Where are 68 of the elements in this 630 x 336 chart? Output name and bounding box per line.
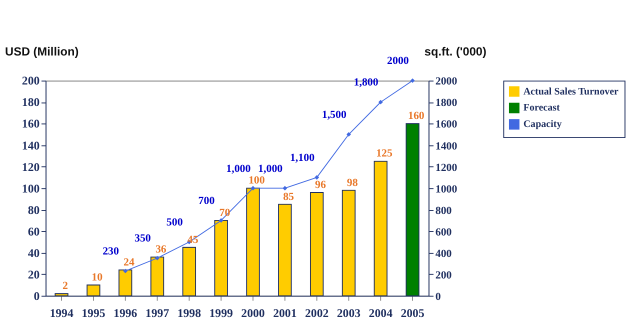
x-tick-label: 2003	[336, 306, 361, 320]
legend-label: Actual Sales Turnover	[523, 86, 620, 98]
y2-tick-label: 400	[435, 248, 452, 260]
point	[410, 78, 415, 83]
data-label: 100	[248, 174, 266, 187]
data-label: 1,500	[322, 108, 347, 121]
data-label: 85	[283, 190, 295, 203]
data-label: 2	[62, 280, 68, 292]
data-label: 24	[124, 256, 136, 268]
x-tick-label: 2002	[304, 306, 329, 320]
y-tick-label: 120	[22, 160, 40, 174]
data-label: 125	[376, 148, 394, 160]
y-tick-label: 20	[28, 267, 40, 282]
data-label: 230	[102, 246, 120, 258]
y2-tick-label: 1800	[435, 97, 458, 110]
point	[123, 268, 128, 274]
data-label: 36	[155, 243, 167, 256]
x-tick-label: 1997	[145, 306, 170, 320]
y2-tick-label: 200	[435, 269, 452, 282]
x-tick-label: 2001	[273, 306, 297, 320]
x-tick-label: 1994	[50, 306, 74, 320]
data-label: 1,100	[290, 152, 316, 164]
y2-tick-label: 800	[435, 204, 452, 217]
y2-tick-label: 0	[435, 290, 442, 303]
x-tick-label: 2005	[400, 306, 424, 320]
legend-label: Capacity	[523, 119, 562, 130]
data-label: 10	[92, 271, 104, 284]
x-tick-label: 1999	[209, 306, 234, 320]
y2-tick-label: 1200	[435, 162, 458, 174]
y-axis-title: USD (Million)	[5, 44, 79, 59]
legend-label: Forecast	[523, 102, 561, 114]
point	[378, 100, 383, 104]
data-label: 1,000	[258, 162, 284, 175]
y2-tick-label: 1000	[435, 183, 458, 196]
point	[250, 186, 256, 190]
point	[218, 218, 224, 223]
y2-tick-label: 1600	[435, 118, 458, 131]
data-label: 1,000	[226, 162, 252, 175]
x-tick-label: 1995	[82, 306, 106, 320]
point	[154, 256, 160, 260]
x-tick-label: 2004	[368, 306, 393, 320]
data-label: 1,800	[354, 76, 379, 89]
y-tick-label: 0	[34, 288, 40, 303]
y2-tick-label: 2000	[435, 76, 458, 88]
y-tick-label: 180	[22, 95, 40, 110]
x-tick-label: 2000	[241, 306, 265, 320]
data-label: 160	[408, 110, 425, 122]
data-label: 700	[198, 195, 216, 208]
y-tick-label: 40	[28, 246, 40, 260]
data-label: 500	[166, 216, 184, 229]
y-tick-label: 60	[28, 224, 40, 238]
y2-tick-label: 1400	[435, 140, 458, 152]
data-label: 98	[346, 176, 358, 189]
y-tick-label: 200	[22, 74, 40, 88]
y-tick-label: 140	[22, 138, 40, 152]
data-label: 2000	[387, 55, 410, 68]
data-label: 96	[315, 178, 326, 191]
point	[314, 175, 320, 180]
point	[282, 186, 288, 190]
data-label: 350	[134, 232, 152, 245]
y2-tick-label: 600	[435, 226, 452, 238]
x-tick-label: 1996	[114, 306, 138, 320]
y-tick-label: 160	[22, 116, 40, 131]
y-tick-label: 100	[22, 181, 40, 196]
point	[346, 132, 352, 137]
x-tick-label: 1998	[177, 306, 202, 320]
y-tick-label: 80	[28, 202, 40, 217]
y2-axis-title: sq.ft. ('000)	[424, 44, 487, 59]
